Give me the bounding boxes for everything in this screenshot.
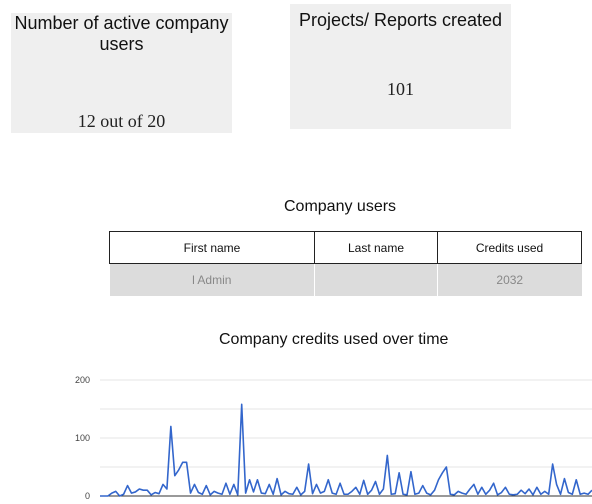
cell-last-name: [314, 263, 438, 296]
table-row[interactable]: l Admin 2032: [109, 263, 582, 296]
table-header-row: First name Last name Credits used: [109, 231, 582, 264]
credits-over-time-chart: 0 100 200: [75, 375, 592, 501]
chart-title: Company credits used over time: [219, 331, 449, 348]
column-header-last-name[interactable]: Last name: [314, 231, 438, 264]
active-users-value: 12 out of 20: [77, 111, 166, 131]
y-tick-label: 200: [75, 375, 90, 385]
projects-reports-value: 101: [387, 79, 414, 99]
projects-reports-label: Projects/ Reports created: [298, 10, 503, 30]
y-tick-label: 100: [75, 433, 90, 443]
column-header-first-name[interactable]: First name: [109, 231, 315, 264]
chart-series-layer: [100, 403, 592, 497]
y-tick-label: 0: [85, 491, 90, 501]
company-users-table: First name Last name Credits used l Admi…: [109, 231, 582, 296]
chart-y-tick-labels: 0 100 200: [75, 375, 90, 501]
cell-credits-used: 2032: [437, 263, 582, 296]
cell-first-name: l Admin: [109, 263, 315, 296]
company-users-title: Company users: [284, 198, 397, 215]
series-line[interactable]: [100, 403, 592, 497]
active-users-label: Number of active company users: [14, 13, 229, 54]
chart-gridlines: [100, 379, 592, 497]
projects-reports-card: Projects/ Reports created 101: [290, 4, 511, 129]
column-header-credits-used[interactable]: Credits used: [437, 231, 582, 264]
active-users-card: Number of active company users 12 out of…: [11, 13, 232, 133]
